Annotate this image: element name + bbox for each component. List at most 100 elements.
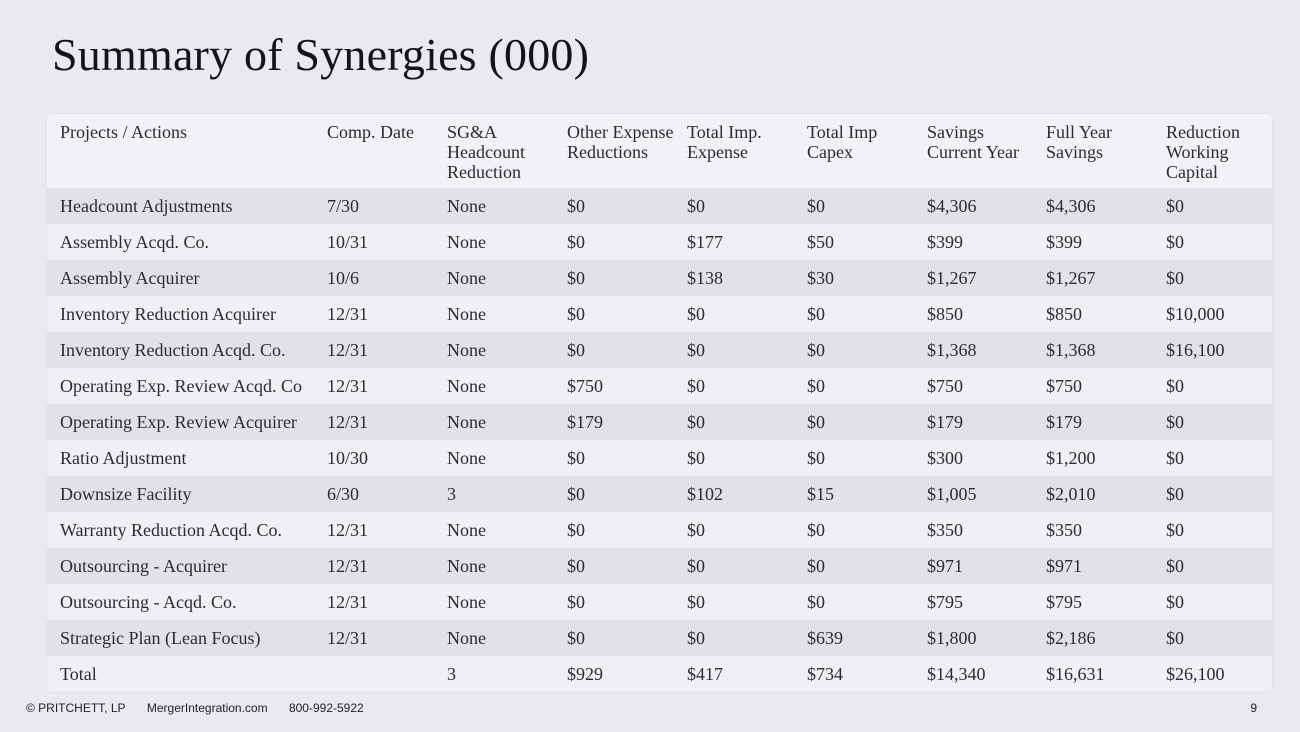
table-cell: $0 <box>674 332 794 368</box>
table-cell: $734 <box>794 656 914 692</box>
table-cell: $929 <box>554 656 674 692</box>
total-row: Total 3 $929 $417 $734 $14,340 $16,631 $26,100 <box>47 656 1272 692</box>
table-cell: $1,267 <box>914 260 1033 296</box>
table-cell: $0 <box>1153 368 1272 404</box>
table-cell: None <box>434 584 554 620</box>
column-header: Total Imp. Expense <box>674 114 794 188</box>
table-cell: $0 <box>1153 476 1272 512</box>
table-cell: $4,306 <box>914 188 1033 224</box>
table-cell: None <box>434 368 554 404</box>
table-cell: $399 <box>1033 224 1153 260</box>
column-header: Comp. Date <box>314 114 434 188</box>
table-cell: 12/31 <box>314 620 434 656</box>
slide-title: Summary of Synergies (000) <box>52 29 590 80</box>
column-header: Other Expense Reductions <box>554 114 674 188</box>
table-cell: Total <box>47 656 314 692</box>
table-cell: $0 <box>674 548 794 584</box>
table-cell: $0 <box>794 512 914 548</box>
table-cell: $0 <box>1153 224 1272 260</box>
table-cell: $30 <box>794 260 914 296</box>
table-cell: $0 <box>1153 584 1272 620</box>
table-cell: $0 <box>794 404 914 440</box>
table-cell: None <box>434 332 554 368</box>
table-cell: $750 <box>914 368 1033 404</box>
table-cell: None <box>434 404 554 440</box>
table-cell: $0 <box>554 476 674 512</box>
table-cell: $0 <box>1153 260 1272 296</box>
table-cell: 12/31 <box>314 404 434 440</box>
table-cell: $15 <box>794 476 914 512</box>
table-cell: Assembly Acqd. Co. <box>47 224 314 260</box>
footer-copyright: © PRITCHETT, LP <box>26 701 126 715</box>
table-cell: None <box>434 512 554 548</box>
table-cell: $0 <box>1153 188 1272 224</box>
table-cell: $0 <box>1153 620 1272 656</box>
table-cell: $850 <box>914 296 1033 332</box>
table-cell: 12/31 <box>314 548 434 584</box>
table-cell: $177 <box>674 224 794 260</box>
table-cell: 12/31 <box>314 584 434 620</box>
table-cell: $179 <box>914 404 1033 440</box>
table-cell: $102 <box>674 476 794 512</box>
table-cell: Strategic Plan (Lean Focus) <box>47 620 314 656</box>
table-cell: $0 <box>794 440 914 476</box>
table-cell: Outsourcing - Acquirer <box>47 548 314 584</box>
table-row: Inventory Reduction Acqd. Co. 12/31 None $0… <box>47 332 1272 368</box>
table-cell: 10/30 <box>314 440 434 476</box>
table-row: Strategic Plan (Lean Focus) 12/31 None $0 $0… <box>47 620 1272 656</box>
table-cell: 7/30 <box>314 188 434 224</box>
table-cell: $0 <box>554 620 674 656</box>
table-cell: $16,100 <box>1153 332 1272 368</box>
table-cell: 3 <box>434 656 554 692</box>
table-cell: $350 <box>914 512 1033 548</box>
page-number: 9 <box>1250 701 1257 715</box>
column-header: Reduction Working Capital <box>1153 114 1272 188</box>
table-cell: $2,010 <box>1033 476 1153 512</box>
table-row: Headcount Adjustments 7/30 None $0 $0 $0 $4,30… <box>47 188 1272 224</box>
synergies-table-container: Projects / Actions Comp. Date SG&A Headcou… <box>46 113 1273 693</box>
column-header: SG&A Headcount Reduction <box>434 114 554 188</box>
table-cell: None <box>434 260 554 296</box>
table-cell: Inventory Reduction Acqd. Co. <box>47 332 314 368</box>
table-cell: $0 <box>1153 404 1272 440</box>
table-cell: $2,186 <box>1033 620 1153 656</box>
table-row: Warranty Reduction Acqd. Co. 12/31 None $0 $… <box>47 512 1272 548</box>
table-cell: $4,306 <box>1033 188 1153 224</box>
table-cell: $1,368 <box>914 332 1033 368</box>
table-cell: $750 <box>1033 368 1153 404</box>
table-cell: 6/30 <box>314 476 434 512</box>
table-cell: $26,100 <box>1153 656 1272 692</box>
table-cell: Warranty Reduction Acqd. Co. <box>47 512 314 548</box>
table-cell: $0 <box>674 296 794 332</box>
table-cell: Outsourcing - Acqd. Co. <box>47 584 314 620</box>
table-cell: $0 <box>794 548 914 584</box>
table-cell: $0 <box>794 584 914 620</box>
table-cell: Downsize Facility <box>47 476 314 512</box>
table-cell: $179 <box>554 404 674 440</box>
table-header-row: Projects / Actions Comp. Date SG&A Headcou… <box>47 114 1272 188</box>
table-cell: $0 <box>554 260 674 296</box>
table-row: Assembly Acquirer 10/6 None $0 $138 $30 $1,267… <box>47 260 1272 296</box>
footer: © PRITCHETT, LP MergerIntegration.com 80… <box>26 701 382 715</box>
table-row: Outsourcing - Acquirer 12/31 None $0 $0 $0 $97… <box>47 548 1272 584</box>
table-row: Ratio Adjustment 10/30 None $0 $0 $0 $300 $1,20… <box>47 440 1272 476</box>
table-cell: $0 <box>674 404 794 440</box>
table-cell: Inventory Reduction Acquirer <box>47 296 314 332</box>
table-cell: Operating Exp. Review Acqd. Co <box>47 368 314 404</box>
table-cell: $0 <box>794 332 914 368</box>
table-row: Assembly Acqd. Co. 10/31 None $0 $177 $50 $399… <box>47 224 1272 260</box>
table-cell: $0 <box>1153 440 1272 476</box>
table-cell: 10/31 <box>314 224 434 260</box>
table-cell: 3 <box>434 476 554 512</box>
synergies-table: Projects / Actions Comp. Date SG&A Headcou… <box>47 114 1272 692</box>
column-header: Projects / Actions <box>47 114 314 188</box>
table-row: Outsourcing - Acqd. Co. 12/31 None $0 $0 $0 $7… <box>47 584 1272 620</box>
footer-website: MergerIntegration.com <box>146 701 268 715</box>
table-cell: $0 <box>674 584 794 620</box>
table-cell: $179 <box>1033 404 1153 440</box>
table-cell <box>314 656 434 692</box>
table-cell: $0 <box>674 188 794 224</box>
table-cell: $14,340 <box>914 656 1033 692</box>
footer-phone: 800-992-5922 <box>288 701 364 715</box>
table-cell: $0 <box>674 440 794 476</box>
